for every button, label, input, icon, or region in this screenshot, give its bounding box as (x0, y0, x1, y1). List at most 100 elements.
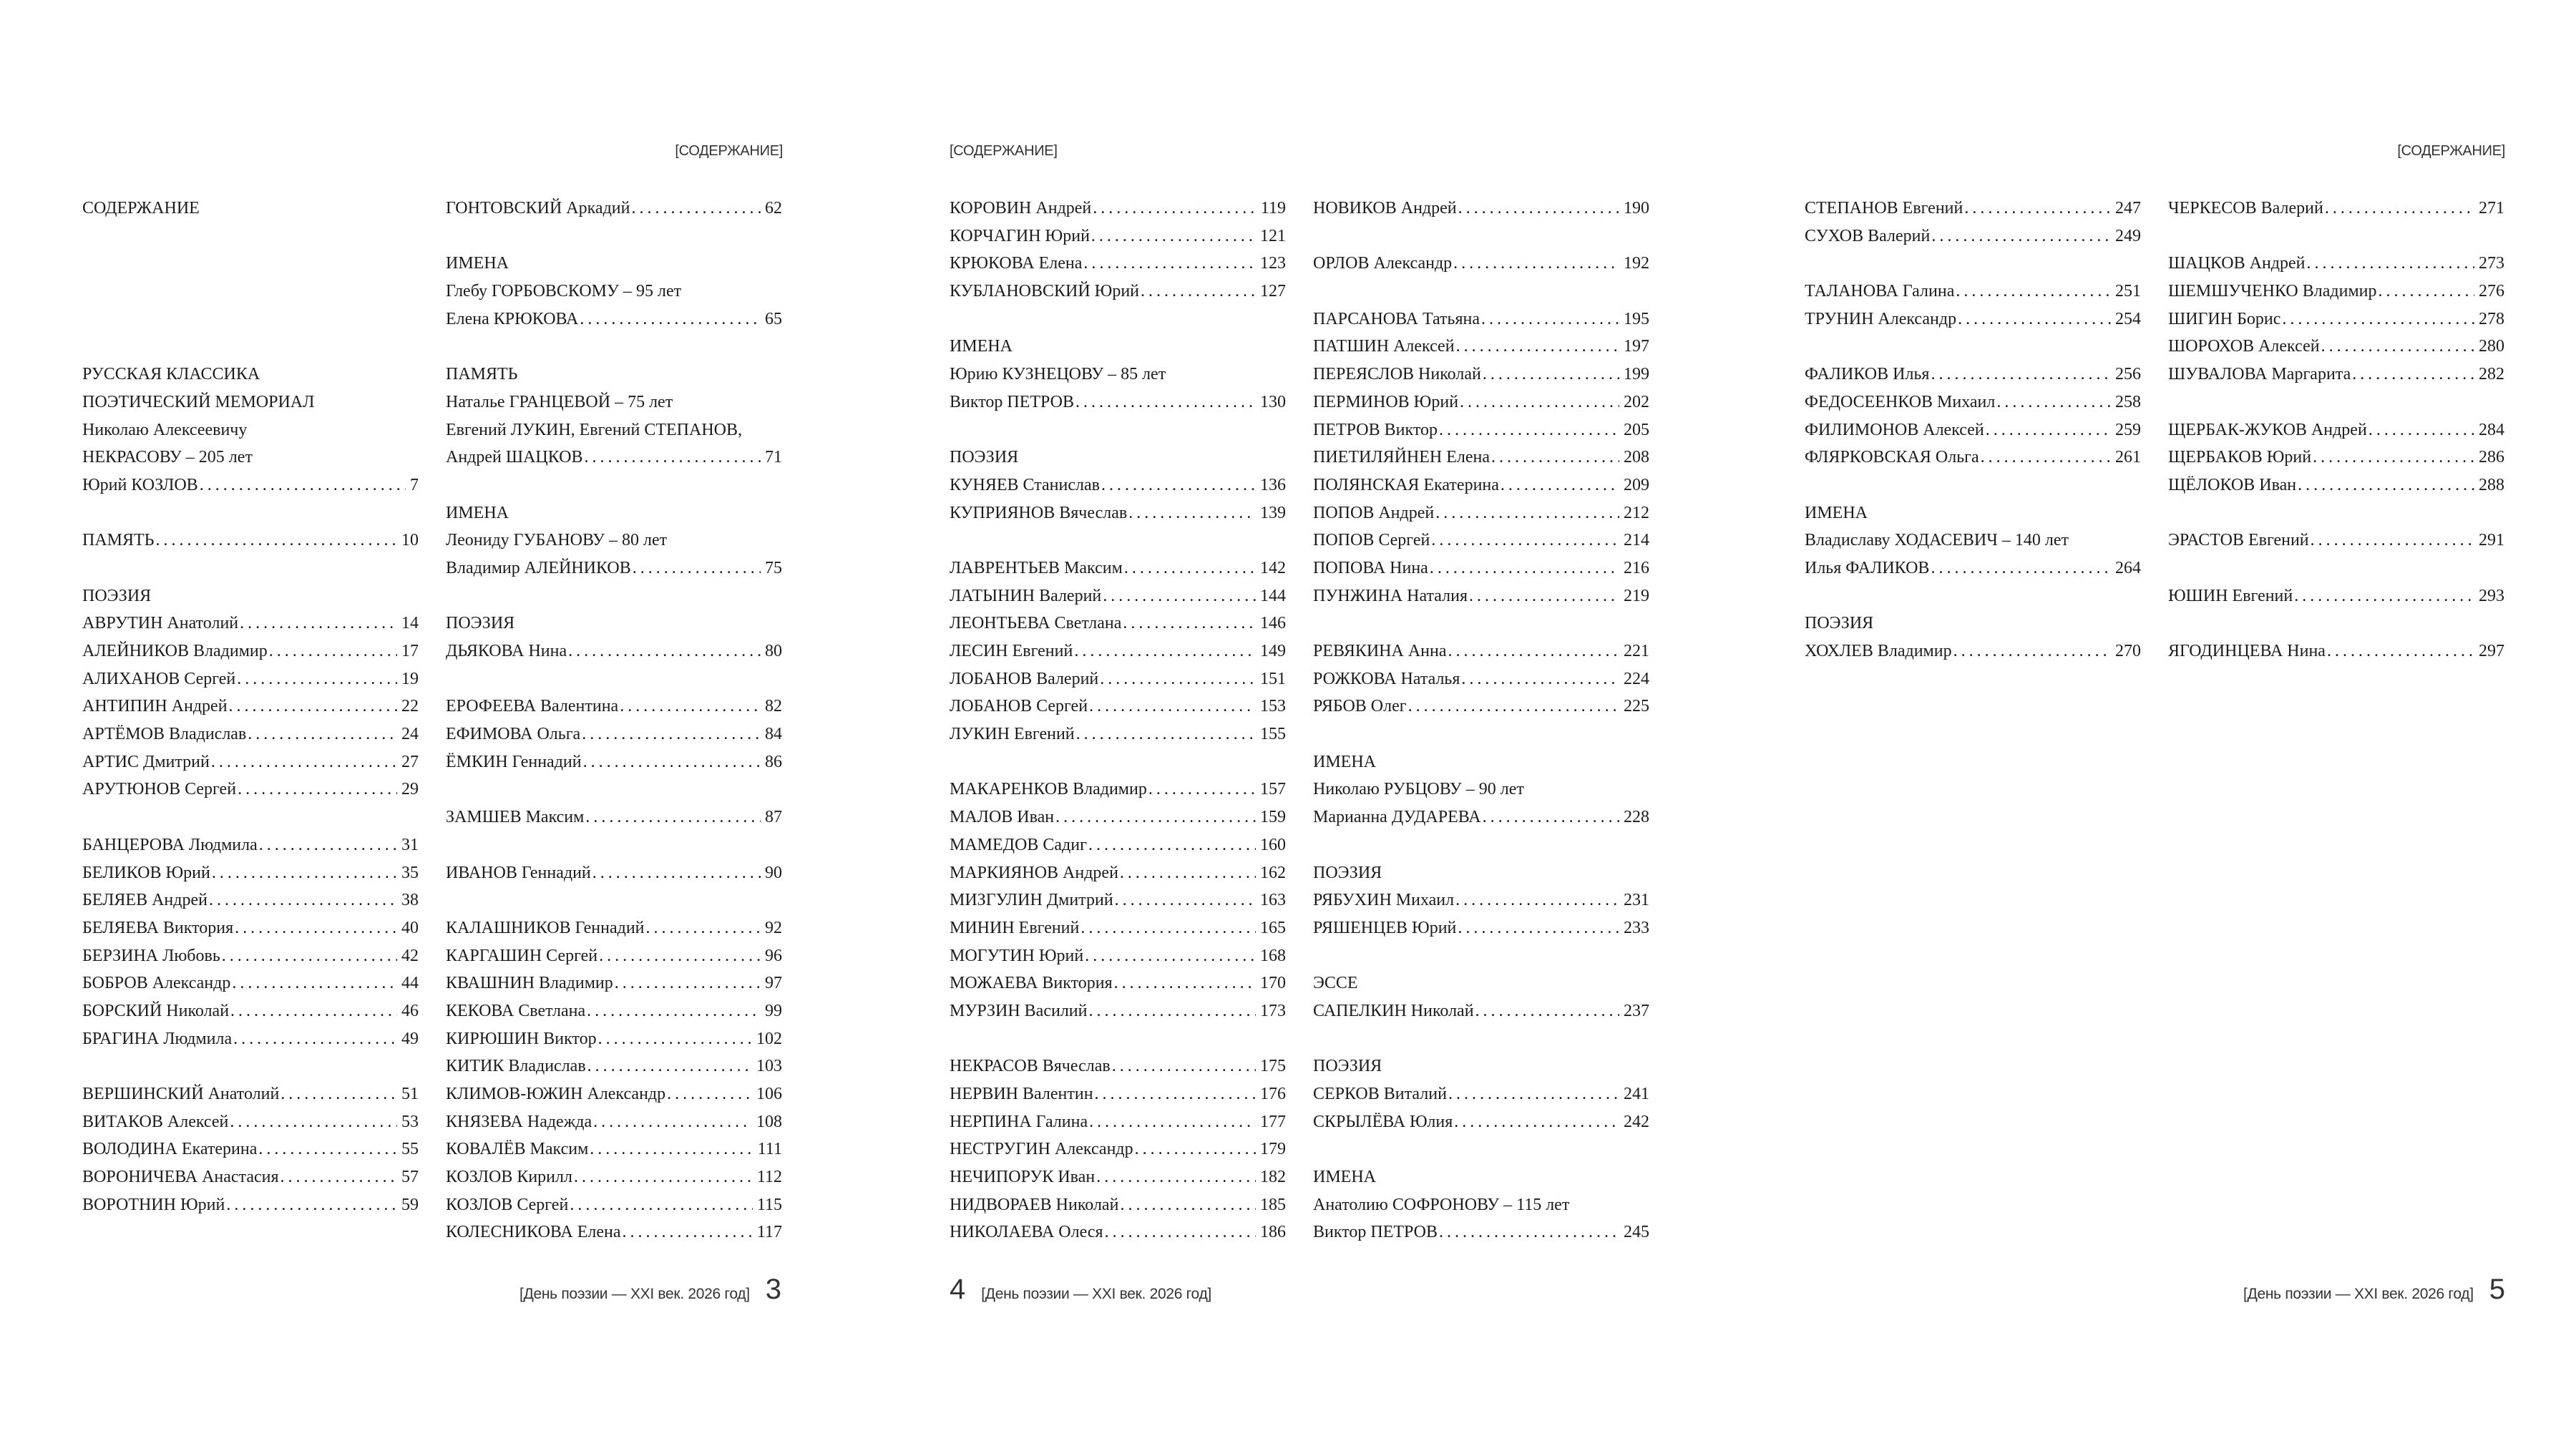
dot-leader (1095, 1080, 1256, 1108)
toc-entry: ЮШИН Евгений 293 (2168, 582, 2504, 610)
toc-entry: ПАМЯТЬ 10 (82, 527, 419, 555)
entry-title: ЭРАСТОВ Евгений (2168, 531, 2309, 550)
entry-page-number: 264 (2115, 558, 2141, 577)
toc-entry: АРТЁМОВ Владислав 24 (82, 721, 419, 748)
dot-leader (237, 665, 397, 693)
entry-page-number: 22 (401, 697, 419, 716)
dot-leader (229, 693, 397, 721)
toc-entry: НОВИКОВ Андрей 190 (1313, 195, 1649, 223)
dot-leader (615, 970, 761, 997)
entry-title: Владимир АЛЕЙНИКОВ (446, 558, 631, 577)
toc-entry: КЛИМОВ-ЮЖИН Александр 106 (446, 1080, 782, 1108)
entry-page-number: 53 (401, 1112, 419, 1131)
dot-leader (1931, 223, 2111, 250)
toc-entry: АРУТЮНОВ Сергей 29 (82, 776, 419, 804)
entry-page-number: 62 (765, 199, 782, 218)
toc-entry: ВОЛОДИНА Екатерина 55 (82, 1135, 419, 1163)
dot-leader (1958, 306, 2111, 333)
spacer (1313, 610, 1649, 638)
dot-leader (1453, 250, 1619, 278)
toc-column-2: ГОНТОВСКИЙ Аркадий 62 ИМЕНА Глебу ГОРБОВСКО… (446, 195, 782, 1246)
spacer (950, 416, 1286, 444)
toc-entry: ХОХЛЕВ Владимир 270 (1805, 638, 2141, 665)
toc-entry: ШЕМШУЧЕНКО Владимир 276 (2168, 278, 2504, 306)
entry-title: КЕКОВА Светлана (446, 1001, 586, 1020)
toc-entry: ПИЕТИЛЯЙНЕН Елена 208 (1313, 444, 1649, 472)
dot-leader (2294, 582, 2474, 610)
entry-title: НИДВОРАЕВ Николай (950, 1195, 1119, 1214)
entry-page-number: 221 (1624, 642, 1649, 660)
toc-heading: Николаю РУБЦОВУ – 90 лет (1313, 776, 1649, 804)
entry-title: ПОПОВА Нина (1313, 558, 1428, 577)
toc-entry: КУБЛАНОВСКИЙ Юрий 127 (950, 278, 1286, 306)
toc-entry: НЕКРАСОВ Вячеслав 175 (950, 1053, 1286, 1080)
entry-title: АРТИС Дмитрий (82, 752, 210, 771)
entry-title: РЕВЯКИНА Анна (1313, 642, 1447, 660)
entry-page-number: 35 (401, 863, 419, 882)
entry-page-number: 219 (1624, 586, 1649, 605)
entry-page-number: 256 (2115, 365, 2141, 384)
entry-page-number: 115 (756, 1195, 782, 1214)
heading-text: ПАМЯТЬ (446, 365, 518, 384)
entry-page-number: 106 (756, 1085, 782, 1103)
spacer (82, 804, 419, 831)
entry-title: ТАЛАНОВА Галина (1805, 282, 1955, 301)
toc-heading: Леониду ГУБАНОВУ – 80 лет (446, 527, 782, 555)
spacer (2168, 389, 2504, 416)
toc-entry: НИДВОРАЕВ Николай 185 (950, 1191, 1286, 1219)
dot-leader (2313, 444, 2474, 472)
dot-leader (1120, 1191, 1256, 1219)
dot-leader (631, 195, 761, 223)
entry-page-number: 87 (765, 808, 782, 827)
toc-entry: РЕВЯКИНА Анна 221 (1313, 638, 1649, 665)
dot-leader (1100, 665, 1256, 693)
dot-leader (1461, 665, 1619, 693)
entry-page-number: 151 (1260, 669, 1286, 688)
entry-title: ВОЛОДИНА Екатерина (82, 1140, 258, 1159)
entry-page-number: 86 (765, 752, 782, 771)
entry-page-number: 162 (1260, 863, 1286, 882)
entry-title: АВРУТИН Анатолий (82, 614, 239, 633)
entry-title: РОЖКОВА Наталья (1313, 669, 1460, 688)
entry-title: КОРОВИН Андрей (950, 199, 1092, 218)
entry-page-number: 228 (1624, 808, 1649, 827)
entry-page-number: 273 (2479, 254, 2504, 273)
toc-entry: ЛУКИН Евгений 155 (950, 721, 1286, 748)
dot-leader (1483, 804, 1619, 831)
entry-title: НЕРПИНА Галина (950, 1112, 1088, 1131)
dot-leader (1096, 1163, 1256, 1191)
entry-title: НИКОЛАЕВА Олеся (950, 1223, 1103, 1242)
entry-title: ВЕРШИНСКИЙ Анатолий (82, 1085, 280, 1103)
spacer (950, 1025, 1286, 1053)
toc-entry: ЕРОФЕЕВА Валентина 82 (446, 693, 782, 721)
toc-entry: КОЗЛОВ Сергей 115 (446, 1191, 782, 1219)
dot-leader (222, 942, 397, 970)
toc-entry: ЯГОДИНЦЕВА Нина 297 (2168, 638, 2504, 665)
heading-text: ПОЭЗИЯ (950, 448, 1019, 467)
toc-entry: БЕЛИКОВ Юрий 35 (82, 859, 419, 887)
toc-entry: ИВАНОВ Геннадий 90 (446, 859, 782, 887)
dot-leader (1089, 1108, 1256, 1136)
entry-page-number: 75 (765, 558, 782, 577)
dot-leader (240, 610, 397, 638)
entry-page-number: 127 (1260, 282, 1286, 301)
heading-text: Владиславу ХОДАСЕВИЧ – 140 лет (1805, 531, 2069, 550)
entry-page-number: 293 (2479, 586, 2504, 605)
entry-title: САПЕЛКИН Николай (1313, 1001, 1474, 1020)
spacer (1313, 278, 1649, 306)
dot-leader (1431, 527, 1619, 555)
spacer (82, 223, 419, 250)
toc-entry: МАКАРЕНКОВ Владимир 157 (950, 776, 1286, 804)
toc-heading: Юрию КУЗНЕЦОВУ – 85 лет (950, 361, 1286, 389)
dot-leader (587, 997, 761, 1025)
spacer (1805, 472, 2141, 499)
dot-leader (1115, 887, 1256, 914)
dot-leader (623, 1218, 753, 1246)
entry-page-number: 261 (2115, 448, 2141, 467)
entry-page-number: 55 (401, 1140, 419, 1159)
footer-page-3: [День поэзии — XXI век. 2026 год] 3 (519, 1274, 781, 1306)
entry-page-number: 175 (1260, 1057, 1286, 1076)
dot-leader (2321, 333, 2474, 361)
entry-title: БОРСКИЙ Николай (82, 1001, 230, 1020)
entry-title: БЕРЗИНА Любовь (82, 946, 220, 965)
